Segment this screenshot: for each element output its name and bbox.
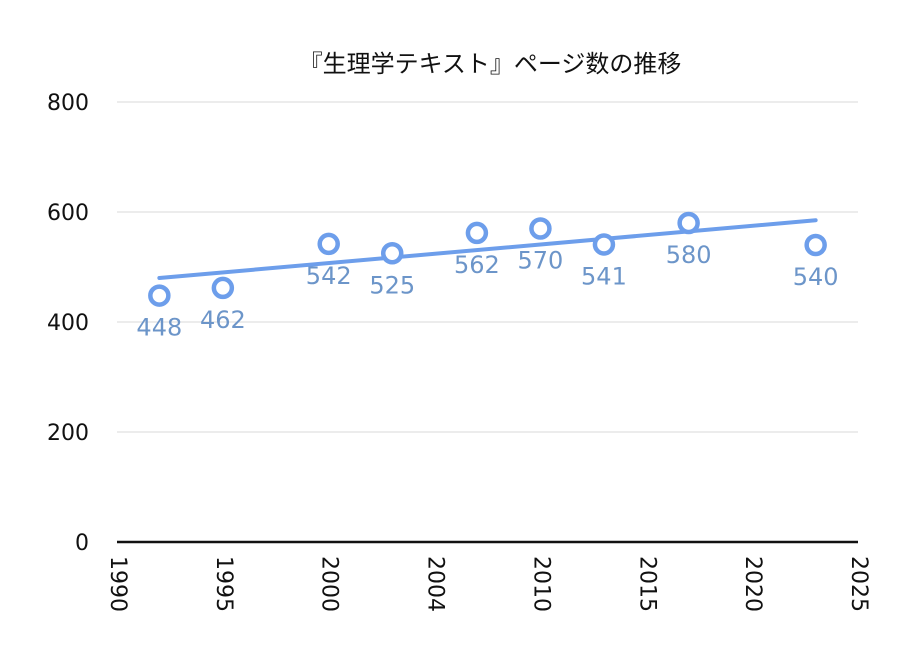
data-point	[677, 211, 700, 235]
data-label: 525	[369, 271, 415, 299]
y-tick-label: 200	[47, 421, 89, 446]
data-label: 448	[136, 314, 182, 342]
data-label: 570	[518, 247, 564, 275]
data-point	[211, 276, 235, 300]
data-label: 541	[581, 262, 627, 290]
data-point	[148, 284, 171, 307]
x-tick-label: 2025	[846, 556, 871, 612]
trendline-layer	[157, 218, 818, 280]
x-axis: 1990 1995 2000 2004 2010 2015 2020 2025	[105, 540, 871, 612]
y-tick-label: 600	[47, 201, 89, 226]
x-tick-label: 1990	[105, 556, 130, 612]
data-point	[804, 233, 827, 257]
data-label: 580	[666, 241, 712, 269]
x-tick-label: 2004	[423, 556, 448, 612]
data-label: 540	[793, 263, 839, 291]
x-tick-label: 2010	[528, 556, 553, 612]
data-label: 462	[200, 306, 246, 334]
x-tick-label: 2015	[634, 556, 659, 612]
gridlines	[117, 101, 858, 433]
data-label: 542	[306, 262, 352, 290]
data-point	[317, 232, 340, 256]
x-tick-label: 1995	[211, 556, 236, 612]
y-tick-label: 800	[47, 91, 89, 116]
chart-title: 『生理学テキスト』ページ数の推移	[299, 50, 682, 78]
y-tick-label: 0	[75, 531, 89, 556]
y-axis: 0 200 400 600 800	[47, 91, 89, 556]
trendline	[157, 218, 818, 280]
data-point	[592, 233, 616, 256]
data-points	[148, 211, 827, 307]
data-labels: 448 462 542 525 562 570 541 580 540	[136, 241, 838, 342]
data-point	[529, 217, 552, 240]
data-label: 562	[454, 251, 500, 279]
y-tick-label: 400	[47, 311, 89, 336]
x-tick-label: 2020	[740, 556, 765, 612]
data-point	[380, 242, 404, 265]
data-point	[465, 221, 489, 245]
x-tick-label: 2000	[317, 556, 342, 612]
